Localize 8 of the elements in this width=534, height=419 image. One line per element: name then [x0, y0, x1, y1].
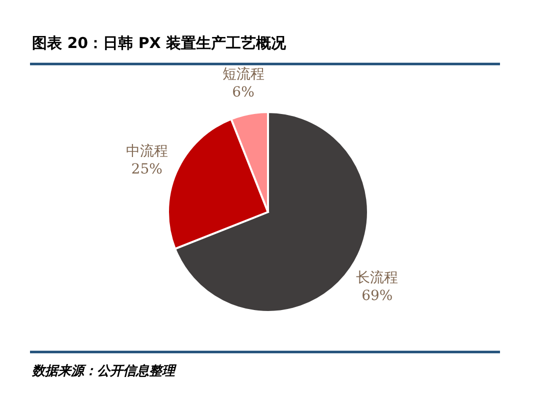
- slice-label: 长流程: [356, 270, 398, 286]
- source-note: 数据来源：公开信息整理: [31, 363, 177, 379]
- slice-label: 短流程: [222, 66, 264, 82]
- data-label: 69%: [362, 288, 393, 304]
- slice-label: 中流程: [126, 144, 168, 160]
- chart-title: 图表 20：日韩 PX 装置生产工艺概况: [32, 34, 288, 52]
- data-label: 6%: [232, 84, 254, 100]
- data-label: 25%: [131, 162, 162, 178]
